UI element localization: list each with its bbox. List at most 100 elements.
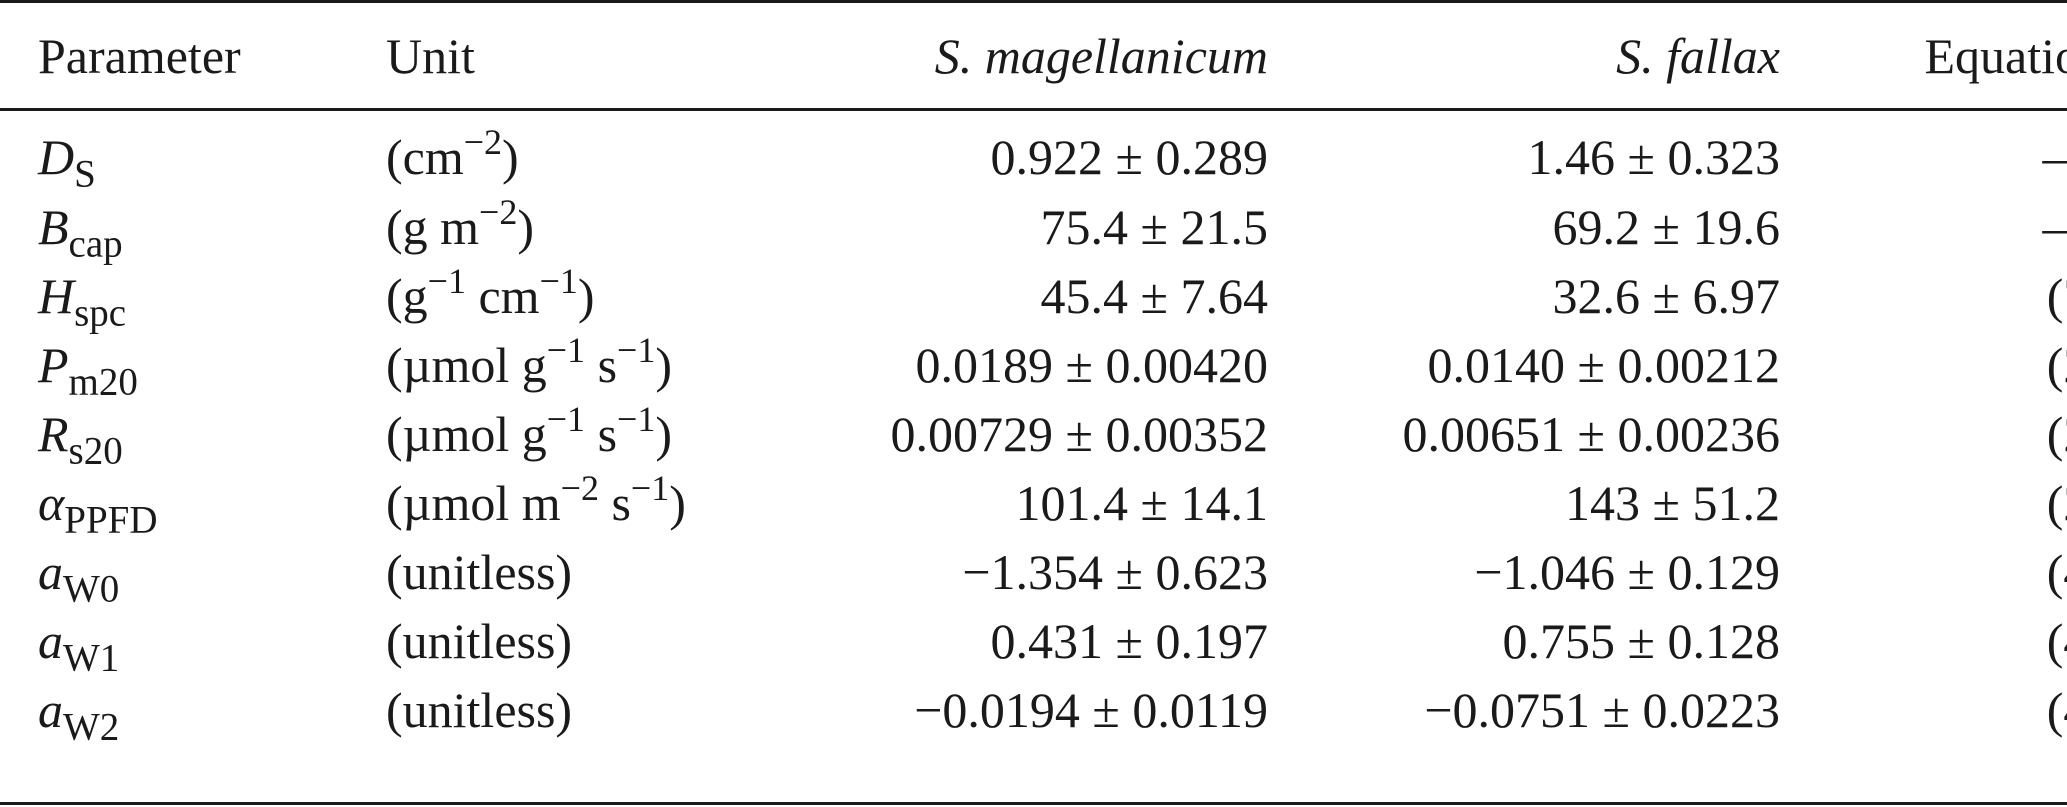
cell-parameter: Bcap [0,192,386,263]
cell-parameter: aW0 [0,537,386,608]
unit-text: ) [577,267,595,324]
cell-unit: (unitless) [386,675,758,744]
cell-fallax-value: −1.046 ± 0.129 [1474,543,1780,600]
cell-parameter: aW1 [0,606,386,677]
symbol-subscript: cap [68,221,123,265]
parameter-symbol: Rs20 [38,405,123,470]
table-row: Rs20 (µmol g−1 s−1) 0.00729 ± 0.00352 0.006… [0,399,2067,470]
symbol-subscript: W0 [63,566,120,610]
symbol-subscript: S [74,152,96,196]
unit-text: ) [517,198,535,255]
table-row: aW2 (unitless) −0.0194 ± 0.0119 −0.0751 ± 0… [0,675,2067,746]
symbol-base: R [38,405,69,462]
unit-exponent: −1 [630,467,670,508]
symbol-base: a [38,543,63,600]
header-species-fallax: S. fallax [1616,28,1780,84]
cell-magellanicum-value: 45.4 ± 7.64 [1040,267,1268,324]
cell-fallax-value: 0.0140 ± 0.00212 [1427,336,1780,393]
cell-magellanicum-value: −0.0194 ± 0.0119 [914,681,1268,738]
cell-magellanicum-value: 0.0189 ± 0.00420 [915,336,1268,393]
unit-text: (g m [386,198,480,255]
header-equation: Equation [1924,28,2067,84]
cell-unit: (µmol g−1 s−1) [386,399,758,468]
symbol-subscript: PPFD [64,497,158,541]
unit-exponent: −1 [427,260,466,301]
symbol-base: α [38,474,65,531]
table-row: Bcap (g m−2) 75.4 ± 21.5 69.2 ± 19.6 – * [0,192,2067,263]
table-row: αPPFD (µmol m−2 s−1) 101.4 ± 14.1 143 ± 51.… [0,468,2067,539]
cell-unit: (µmol g−1 s−1) [386,330,758,399]
unit-text: ) [655,405,672,462]
unit-text: ) [669,474,686,531]
header-row: Parameter Unit S. magellanicum S. fallax… [0,0,2067,108]
cell-magellanicum-value: 101.4 ± 14.1 [1015,474,1268,531]
unit-text: s [585,336,618,393]
parameter-symbol: aW2 [38,681,119,746]
cell-equation: (4) [2046,612,2067,669]
unit-exponent: −1 [546,329,586,370]
unit-exponent: −1 [617,329,656,370]
unit-text: (µmol m [386,474,561,531]
cell-equation: – * [2042,198,2067,255]
cell-parameter: aW2 [0,675,386,746]
cell-equation: (2) [2046,405,2067,462]
unit-text: s [598,474,631,531]
header-unit: Unit [386,28,475,84]
unit-text: (µmol g [386,405,547,462]
symbol-subscript: m20 [68,359,138,403]
parameter-symbol: Hspc [38,268,126,332]
top-rule [0,0,2067,3]
cell-parameter: Hspc [0,261,386,332]
cell-magellanicum-value: 75.4 ± 21.5 [1040,198,1268,255]
cell-fallax-value: 143 ± 51.2 [1565,474,1780,531]
cell-parameter: αPPFD [0,468,386,539]
table-row: Pm20 (µmol g−1 s−1) 0.0189 ± 0.00420 0.0140… [0,330,2067,401]
unit-exponent: −2 [463,122,503,163]
unit-exponent: −1 [539,260,578,301]
parameter-symbol: αPPFD [38,474,157,539]
symbol-base: a [38,681,63,738]
unit-text: cm [465,267,540,324]
cell-unit: (unitless) [386,537,758,606]
unit-exponent: −1 [617,398,656,439]
unit-text: (cm [386,129,464,185]
unit-text: (unitless) [386,612,573,669]
unit-exponent: −1 [546,398,586,439]
cell-fallax-value: 0.755 ± 0.128 [1502,612,1780,669]
cell-magellanicum-value: −1.354 ± 0.623 [962,543,1268,600]
unit-text: (unitless) [386,543,573,600]
unit-text: (g [386,267,428,324]
table-row: DS (cm−2) 0.922 ± 0.289 1.46 ± 0.323 – * [0,108,2067,196]
symbol-subscript: spc [74,290,127,334]
cell-fallax-value: 1.46 ± 0.323 [1527,129,1780,185]
cell-parameter: Rs20 [0,399,386,470]
symbol-subscript: s20 [68,428,123,472]
cell-equation: – * [2042,129,2067,185]
cell-unit: (cm−2) [386,108,758,192]
parameter-symbol: aW1 [38,612,119,677]
symbol-subscript: W1 [63,635,120,679]
cell-magellanicum-value: 0.00729 ± 0.00352 [890,405,1268,462]
cell-fallax-value: 69.2 ± 19.6 [1552,198,1780,255]
cell-parameter: Pm20 [0,330,386,401]
unit-text: (µmol g [386,336,547,393]
cell-equation: (7) [2046,267,2067,324]
parameter-symbol: Pm20 [38,336,138,401]
cell-equation: (4) [2046,681,2067,738]
cell-unit: (g m−2) [386,192,758,261]
cell-unit: (unitless) [386,606,758,675]
cell-magellanicum-value: 0.431 ± 0.197 [990,612,1268,669]
table-row: aW0 (unitless) −1.354 ± 0.623 −1.046 ± 0.12… [0,537,2067,608]
cell-unit: (µmol m−2 s−1) [386,468,758,537]
cell-unit: (g−1 cm−1) [386,261,758,330]
symbol-base: a [38,612,63,669]
symbol-base: D [38,129,75,185]
header-species-magellanicum: S. magellanicum [934,28,1268,84]
cell-parameter: DS [0,108,386,196]
symbol-subscript: W2 [63,704,120,748]
unit-exponent: −2 [560,467,599,508]
symbol-base: P [38,336,69,393]
